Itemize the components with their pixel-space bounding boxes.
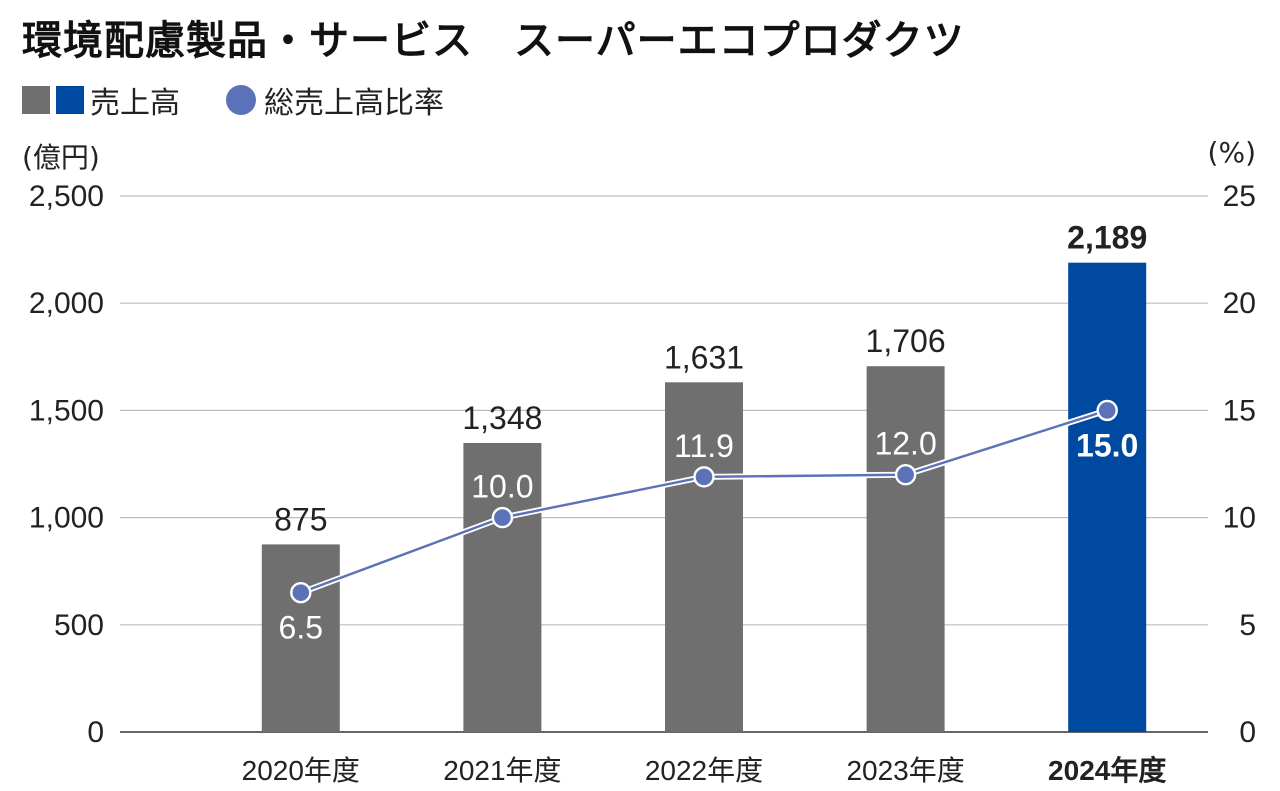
right-axis-unit: (%) (1207, 136, 1256, 169)
left-tick-label: 1,500 (29, 394, 104, 427)
legend-blue-square-icon (56, 86, 84, 114)
bar (261, 544, 340, 732)
bar-value-label: 1,706 (866, 323, 946, 359)
left-tick-label: 500 (54, 609, 104, 642)
ratio-point (290, 581, 312, 604)
bar-value-label: 1,631 (664, 339, 744, 375)
left-axis-unit: (億円) (22, 141, 100, 174)
ratio-point (491, 506, 514, 529)
legend: 売上高 総売上高比率 (22, 80, 444, 121)
legend-circle-icon (226, 85, 256, 115)
ratio-point (894, 464, 917, 486)
bar-series (261, 262, 1147, 732)
x-category-label: 2021年度 (443, 755, 561, 786)
right-tick-label: 15 (1223, 394, 1256, 427)
ratio-value-label: 6.5 (279, 610, 323, 646)
bar (463, 442, 542, 732)
left-tick-label: 2,500 (29, 180, 104, 213)
bar (1068, 262, 1147, 732)
right-tick-label: 20 (1223, 287, 1256, 320)
right-tick-label: 0 (1239, 716, 1256, 749)
bar (866, 366, 945, 732)
bar-value-label: 2,189 (1067, 220, 1147, 256)
bar-value-label: 875 (274, 501, 327, 537)
x-axis-categories: 2020年度 2021年度 2022年度 2023年度 2024年度 (242, 754, 1167, 786)
ratio-value-label: 12.0 (874, 426, 936, 462)
ratio-line-series (290, 399, 1118, 604)
right-axis-ticks: 0 5 10 15 20 25 (1223, 180, 1256, 749)
x-category-label: 2023年度 (846, 755, 964, 786)
x-category-label: 2020年度 (242, 755, 360, 786)
chart-title: 環境配慮製品・サービス スーパーエコプロダクツ (22, 18, 965, 64)
ratio-value-labels: 6.5 10.0 11.9 12.0 15.0 (279, 426, 1139, 646)
right-tick-label: 10 (1223, 502, 1256, 535)
ratio-point (693, 466, 715, 488)
right-tick-label: 5 (1239, 609, 1256, 642)
legend-bar-label: 売上高 (90, 86, 180, 121)
bar-value-label: 1,348 (462, 400, 542, 436)
ratio-value-label: 10.0 (471, 469, 533, 505)
right-tick-label: 25 (1223, 180, 1256, 213)
left-tick-label: 2,000 (29, 287, 104, 320)
x-category-label: 2022年度 (645, 755, 763, 786)
left-tick-label: 0 (87, 716, 104, 749)
ratio-point (1096, 399, 1118, 422)
ratio-value-label: 11.9 (674, 428, 734, 464)
ratio-value-label: 15.0 (1076, 427, 1138, 463)
left-tick-label: 1,000 (29, 502, 104, 535)
bar-value-labels: 875 1,348 1,631 1,706 2,189 (274, 220, 1147, 538)
bar (665, 382, 743, 732)
x-category-label: 2024年度 (1048, 754, 1166, 786)
legend-gray-square-icon (22, 86, 50, 114)
left-axis-ticks: 0 500 1,000 1,500 2,000 2,500 (29, 180, 104, 749)
legend-line-label: 総売上高比率 (264, 86, 444, 121)
